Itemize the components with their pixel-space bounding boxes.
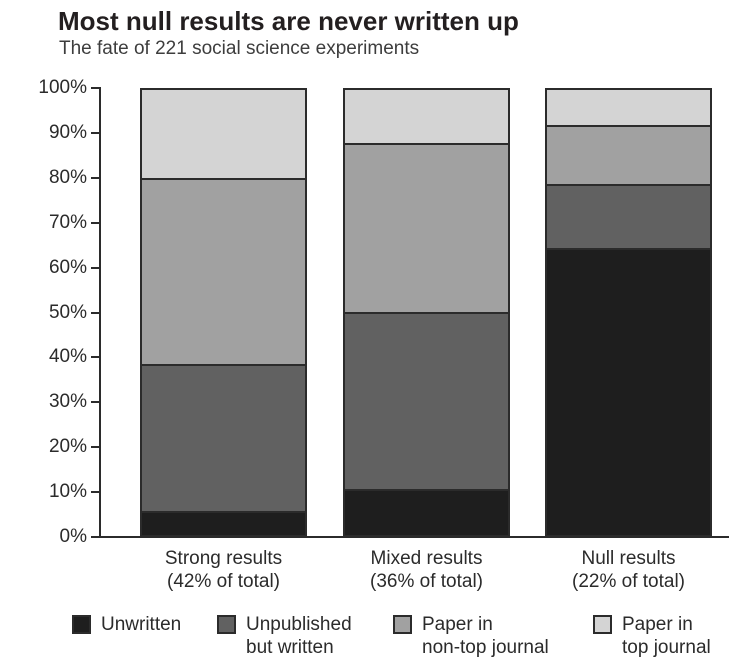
bar-null-results — [545, 88, 712, 537]
category-name: Mixed results — [370, 548, 483, 569]
y-tick — [91, 221, 100, 224]
segment-unpublished-but-written — [142, 366, 305, 514]
y-tick-label: 30% — [48, 391, 87, 413]
category-share: (22% of total) — [572, 571, 685, 592]
y-axis-line — [99, 87, 101, 538]
category-name: Strong results — [164, 548, 283, 569]
y-tick-label: 40% — [48, 346, 87, 368]
segment-unwritten — [547, 249, 710, 535]
segment-unwritten — [142, 513, 305, 535]
category-share: (42% of total) — [167, 571, 280, 592]
y-tick-label: 70% — [48, 211, 87, 233]
y-tick — [91, 536, 100, 538]
segment-paper-in-non-top-journal — [142, 179, 305, 367]
y-tick-label: 80% — [48, 166, 87, 188]
y-tick-label: 90% — [48, 121, 87, 143]
y-tick — [91, 131, 100, 134]
y-tick — [91, 491, 100, 494]
segment-paper-in-top-journal — [345, 90, 508, 145]
bar-strong-results — [140, 88, 307, 537]
y-tick — [91, 356, 100, 359]
category-label-null-results: Null results (22% of total) — [529, 547, 729, 593]
chart-title: Most null results are never written up — [58, 6, 519, 36]
category-name: Null results — [581, 548, 676, 569]
category-share: (36% of total) — [370, 571, 483, 592]
bar-mixed-results — [343, 88, 510, 537]
segment-paper-in-top-journal — [142, 90, 305, 180]
segment-paper-in-non-top-journal — [345, 144, 508, 314]
segment-paper-in-non-top-journal — [547, 127, 710, 187]
y-tick — [91, 176, 100, 179]
y-tick-label: 20% — [48, 436, 87, 458]
y-tick — [91, 266, 100, 269]
y-tick-label: 100% — [38, 77, 87, 98]
chart-subtitle: The fate of 221 social science experimen… — [59, 38, 420, 59]
y-tick-label: 10% — [48, 481, 87, 503]
y-tick-label: 50% — [48, 301, 87, 323]
y-tick — [91, 87, 100, 89]
category-label-mixed-results: Mixed results (36% of total) — [327, 547, 527, 593]
segment-paper-in-top-journal — [547, 90, 710, 128]
category-label-strong-results: Strong results (42% of total) — [124, 547, 324, 593]
segment-unpublished-but-written — [345, 313, 508, 492]
segment-unpublished-but-written — [547, 186, 710, 250]
x-axis-line — [99, 536, 729, 538]
y-tick — [91, 446, 100, 449]
segment-unwritten — [345, 491, 508, 535]
y-tick-label: 0% — [59, 526, 87, 547]
y-tick — [91, 311, 100, 314]
y-tick — [91, 401, 100, 404]
y-tick-label: 60% — [48, 256, 87, 278]
